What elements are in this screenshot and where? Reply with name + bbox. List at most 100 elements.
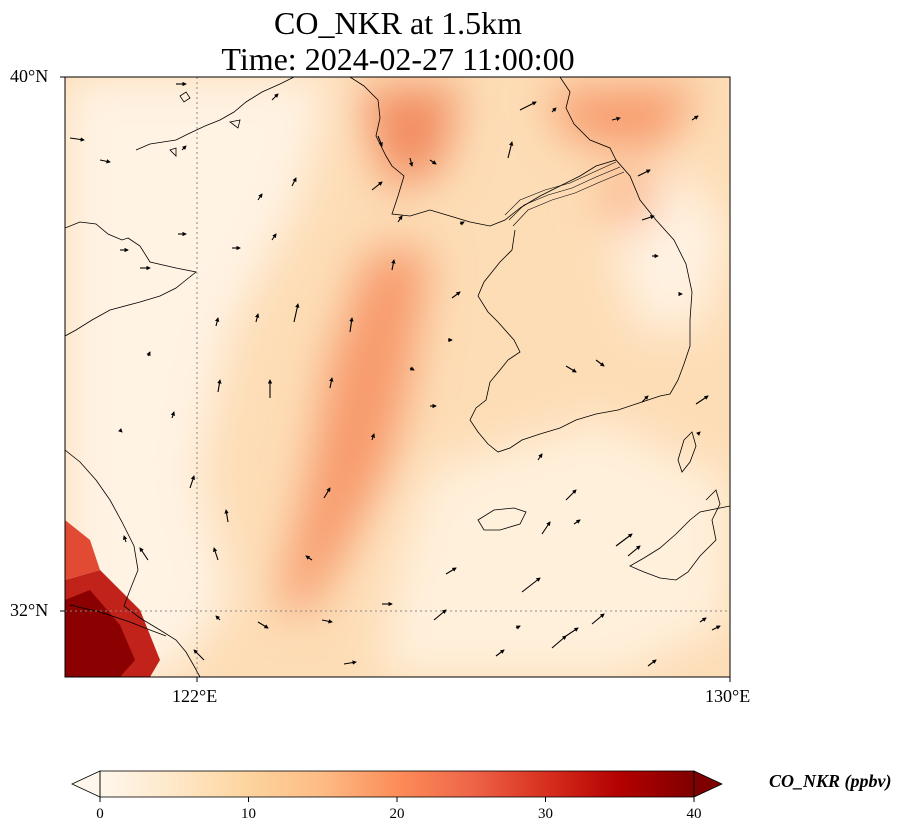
wind-arrow [181, 145, 187, 151]
wind-arrow [170, 411, 175, 419]
wind-arrow [637, 169, 651, 177]
wind-arrow [573, 519, 581, 525]
lat-label-32n: 32°N [10, 600, 49, 620]
kyushu-coast [629, 489, 730, 581]
jeju-island [477, 507, 527, 531]
wind-arrow [146, 351, 151, 357]
wind-arrow [445, 567, 457, 575]
coastlines [65, 77, 730, 677]
bohai-islands [169, 91, 241, 157]
colorbar-label: CO_NKR (ppbv) [769, 771, 892, 791]
wind-vectors [69, 81, 721, 667]
wind-arrow [519, 101, 537, 111]
wind-arrow [349, 317, 354, 333]
wind-arrow [370, 433, 375, 441]
wind-arrow [224, 509, 229, 523]
wind-arrow [699, 617, 707, 623]
wind-arrow [117, 427, 123, 433]
korea-west-coast [469, 229, 661, 453]
wind-arrow [615, 533, 633, 547]
wind-arrow [595, 359, 605, 367]
korea-dmz-lines [504, 161, 625, 227]
wind-arrow [323, 487, 331, 499]
wind-arrow [459, 221, 465, 226]
wind-arrow [139, 547, 149, 561]
co-concentration-field [65, 77, 730, 677]
wind-arrow [551, 635, 567, 649]
wind-arrow [611, 116, 621, 121]
map-time-subtitle: Time: 2024-02-27 11:00:00 [221, 41, 575, 77]
wind-arrow [565, 365, 577, 373]
colorbar-tick-20: 20 [389, 806, 405, 822]
korea-east-coast [519, 159, 693, 397]
wind-arrow [695, 431, 701, 437]
wind-arrow [213, 547, 219, 561]
colorbar-tick-30: 30 [538, 806, 553, 822]
wind-arrow [711, 625, 721, 631]
wind-arrow [257, 621, 269, 629]
wind-arrow [215, 615, 221, 621]
map-frame [64, 76, 731, 678]
colorbar-tick-40: 40 [686, 806, 702, 822]
wind-arrow [397, 215, 403, 223]
wind-arrow [321, 619, 333, 624]
wind-arrow [343, 660, 357, 665]
wind-arrow [641, 395, 649, 403]
colorbar-low-extend [71, 770, 101, 798]
wind-arrow [515, 625, 521, 630]
wind-arrow [123, 535, 128, 543]
bohai-coast [135, 77, 295, 151]
wind-arrow [271, 93, 279, 101]
wind-arrow [371, 181, 383, 191]
lat-label-40n: 40°N [10, 66, 49, 86]
wind-arrow [627, 545, 641, 557]
wind-arrow [99, 159, 111, 164]
lon-label-122e: 122°E [172, 686, 218, 706]
wind-arrow [409, 157, 414, 167]
colorbar-high-extend [693, 770, 723, 798]
wind-arrow [391, 259, 396, 271]
tsushima-island [677, 431, 697, 473]
wind-arrow [591, 613, 605, 625]
china-north-coast [65, 221, 197, 337]
wind-arrow [695, 395, 709, 405]
wind-arrow [215, 317, 220, 327]
north-korea-northeast [559, 77, 617, 161]
wind-arrow [217, 379, 222, 393]
china-east-coast [65, 449, 201, 677]
wind-arrow [255, 313, 260, 323]
map-title: CO_NKR at 1.5km [274, 5, 522, 41]
colorbar [71, 770, 723, 802]
wind-arrow [271, 233, 277, 241]
wind-arrow [551, 107, 557, 113]
wind-arrow [69, 137, 85, 142]
colorbar-gradient [100, 771, 694, 797]
wind-arrow [329, 377, 334, 389]
colorbar-tick-10: 10 [241, 806, 256, 822]
wind-arrow [189, 475, 195, 489]
yangtze-estuary [69, 604, 167, 637]
wind-arrow [451, 291, 461, 299]
wind-arrow [647, 659, 657, 667]
wind-arrow [691, 115, 699, 121]
wind-arrow [193, 649, 205, 661]
wind-arrow [409, 366, 415, 371]
wind-arrow [433, 609, 447, 621]
wind-arrow [641, 215, 655, 221]
wind-arrow [541, 521, 551, 535]
wind-arrow [495, 649, 505, 657]
wind-arrow [521, 577, 541, 593]
wind-arrow [291, 177, 297, 187]
wind-arrow [507, 141, 514, 159]
wind-arrow [565, 627, 579, 637]
wind-arrow [305, 555, 313, 561]
lon-label-130e: 130°E [705, 686, 751, 706]
wind-arrow [537, 453, 543, 461]
wind-arrow [377, 135, 383, 147]
wind-arrow [565, 489, 577, 501]
wind-arrow [429, 159, 437, 165]
wind-arrow [293, 303, 300, 323]
colorbar-tick-0: 0 [96, 806, 104, 822]
liaodong-coast [349, 77, 521, 227]
